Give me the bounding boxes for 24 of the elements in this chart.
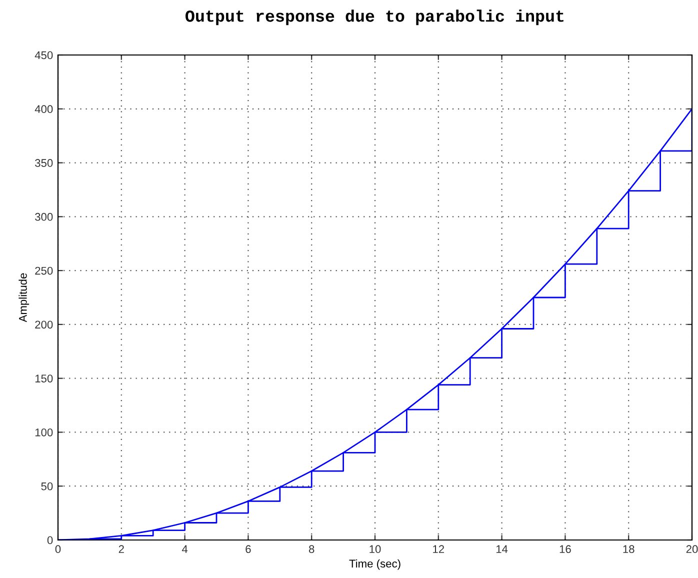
x-tick-label: 2 xyxy=(118,545,124,553)
x-tick-label: 4 xyxy=(182,545,188,553)
chart-title: Output response due to parabolic input xyxy=(186,10,564,26)
y-tick-label: 100 xyxy=(35,428,53,436)
y-tick-label: 250 xyxy=(35,266,53,275)
y-tick-label: 400 xyxy=(34,105,53,114)
x-tick-label: 8 xyxy=(308,545,314,554)
y-tick-label: 450 xyxy=(34,51,53,60)
y-axis-title: Amplitude xyxy=(18,273,30,322)
y-tick-label: 200 xyxy=(35,320,53,329)
x-tick-label: 16 xyxy=(560,545,571,554)
x-tick-label: 6 xyxy=(246,545,251,554)
x-tick-label: 12 xyxy=(433,545,444,553)
x-tick-label: 10 xyxy=(370,545,381,554)
y-tick-label: 50 xyxy=(41,482,53,490)
x-tick-label: 14 xyxy=(496,545,508,553)
y-tick-label: 350 xyxy=(35,159,53,167)
x-tick-label: 0 xyxy=(55,545,61,554)
y-tick-label: 150 xyxy=(35,374,53,382)
y-tick-label: 300 xyxy=(35,212,53,221)
y-tick-label: 0 xyxy=(47,536,53,544)
x-tick-label: 20 xyxy=(686,545,698,554)
x-tick-label: 18 xyxy=(623,545,634,554)
x-axis-title: Time (sec) xyxy=(349,559,400,570)
